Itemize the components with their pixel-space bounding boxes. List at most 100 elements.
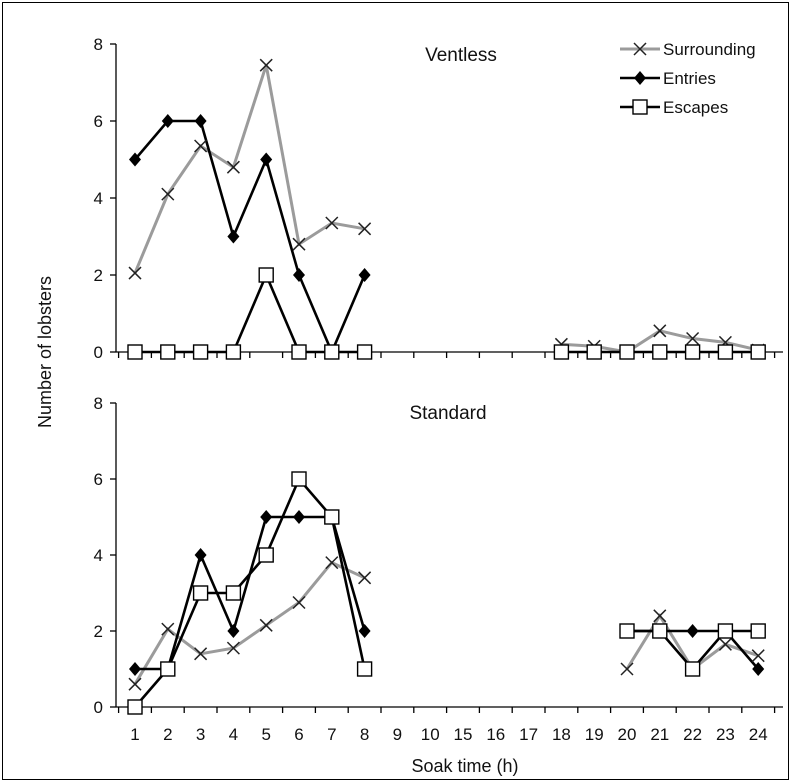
x-tick-label: 9 — [393, 725, 402, 744]
data-point-surrounding-stroke-b — [751, 649, 765, 663]
data-point-entries — [260, 510, 273, 524]
data-point-escapes — [684, 661, 701, 677]
data-point-entries — [194, 548, 207, 562]
legend-marker-surrounding — [633, 42, 647, 56]
x-tick-label: 15 — [454, 725, 473, 744]
x-tick-label: 1 — [130, 725, 139, 744]
data-point-surrounding — [325, 216, 339, 230]
data-point-surrounding — [194, 647, 208, 661]
y-tick-label: 4 — [94, 546, 103, 565]
data-point-escapes — [127, 699, 143, 715]
x-tick-label: 23 — [716, 725, 735, 744]
series-line-entries — [134, 119, 366, 356]
data-point-entries — [161, 114, 174, 128]
data-point-escapes — [258, 267, 274, 283]
data-point-surrounding — [161, 622, 175, 636]
x-tick-label: 19 — [585, 725, 604, 744]
data-point-surrounding — [226, 160, 240, 174]
data-point-surrounding — [751, 649, 765, 663]
panel-ventless: 0 2 4 6 8 Ventless — [94, 35, 783, 362]
data-point-escapes — [750, 623, 766, 639]
series-line-surrounding — [133, 64, 365, 274]
data-point-entries — [293, 268, 305, 282]
data-point-surrounding — [128, 677, 142, 691]
data-point-escapes — [586, 344, 602, 360]
data-point-escapes — [192, 344, 209, 360]
data-point-surrounding — [161, 187, 175, 201]
data-point-escapes — [291, 471, 307, 487]
x-tick-label: 18 — [552, 725, 571, 744]
legend-marker-escapes — [632, 99, 648, 115]
data-point-surrounding — [653, 324, 667, 338]
data-point-escapes — [553, 344, 570, 360]
y-tick-label: 2 — [94, 622, 103, 641]
y-tick-label: 6 — [94, 112, 103, 131]
data-point-entries — [260, 152, 273, 167]
data-point-escapes — [717, 344, 734, 360]
data-point-surrounding-stroke-b — [194, 139, 208, 153]
legend-item-entries: Entries — [620, 69, 716, 88]
legend-item-escapes: Escapes — [620, 98, 728, 117]
legend: Surrounding Entries Escapes — [620, 40, 756, 117]
y-tick-label: 8 — [94, 394, 103, 413]
y-tick-label: 4 — [94, 189, 103, 208]
data-point-escapes — [750, 344, 766, 360]
data-point-surrounding — [259, 618, 273, 632]
data-point-escapes — [619, 344, 635, 360]
data-point-surrounding-stroke-b — [718, 637, 732, 651]
x-tick-label: 4 — [229, 725, 238, 744]
x-axis-title: Soak time (h) — [411, 756, 518, 776]
y-tick-label: 2 — [94, 266, 103, 285]
data-point-entries — [129, 662, 141, 676]
data-point-surrounding-stroke-b — [325, 556, 339, 570]
data-point-surrounding — [358, 222, 372, 236]
data-point-surrounding-stroke-b — [358, 571, 372, 585]
data-point-surrounding-stroke-b — [686, 331, 700, 346]
panel-title: Standard — [409, 403, 486, 424]
data-point-surrounding-stroke-b — [226, 160, 240, 174]
data-point-surrounding-stroke-b — [194, 647, 208, 661]
data-point-surrounding — [620, 662, 634, 676]
y-axis-title: Number of lobsters — [35, 276, 55, 428]
data-point-surrounding — [325, 556, 339, 570]
data-point-escapes — [619, 623, 635, 639]
data-point-surrounding — [226, 641, 240, 655]
x-tick-label: 5 — [261, 725, 270, 744]
legend-item-surrounding: Surrounding — [620, 40, 756, 59]
panel-standard: 0 2 4 6 8 Standard — [94, 394, 783, 717]
data-point-surrounding — [194, 139, 208, 153]
data-point-escapes — [684, 344, 701, 360]
data-point-surrounding-stroke-b — [358, 222, 372, 236]
x-tick-label: 8 — [360, 725, 369, 744]
data-point-surrounding-stroke-b — [292, 237, 306, 251]
data-point-surrounding-stroke-b — [653, 324, 667, 338]
y-tick-label: 8 — [94, 35, 103, 54]
data-point-escapes — [225, 344, 242, 360]
legend-label: Escapes — [663, 98, 728, 117]
data-point-surrounding — [259, 58, 273, 72]
data-point-escapes — [652, 344, 668, 360]
y-tick-label: 6 — [94, 470, 103, 489]
y-tick-label: 0 — [94, 343, 103, 362]
x-tick-label: 21 — [650, 725, 669, 744]
data-point-surrounding — [358, 571, 372, 585]
data-point-surrounding-stroke-b — [292, 595, 306, 610]
data-point-surrounding-stroke-b — [620, 662, 634, 676]
data-point-escapes — [160, 661, 176, 677]
x-tick-label: 3 — [196, 725, 205, 744]
data-point-entries — [752, 662, 765, 676]
x-tick-labels: 1 2 3 4 5 6 7 8 9 10 15 16 17 18 19 20 21 22 23 24 — [130, 725, 767, 744]
data-point-surrounding-stroke-b — [653, 609, 667, 623]
x-tick-label: 2 — [163, 725, 172, 744]
legend-marker-surrounding-stroke-b — [633, 42, 647, 56]
data-point-escapes — [225, 585, 242, 601]
data-point-escapes — [356, 344, 373, 360]
data-point-escapes — [192, 585, 209, 601]
panel-title: Ventless — [425, 45, 497, 66]
data-point-entries — [293, 510, 305, 524]
data-point-surrounding-stroke-b — [226, 641, 240, 655]
x-tick-label: 16 — [486, 725, 505, 744]
data-point-escapes — [291, 344, 307, 360]
x-tick-label: 24 — [749, 725, 768, 744]
